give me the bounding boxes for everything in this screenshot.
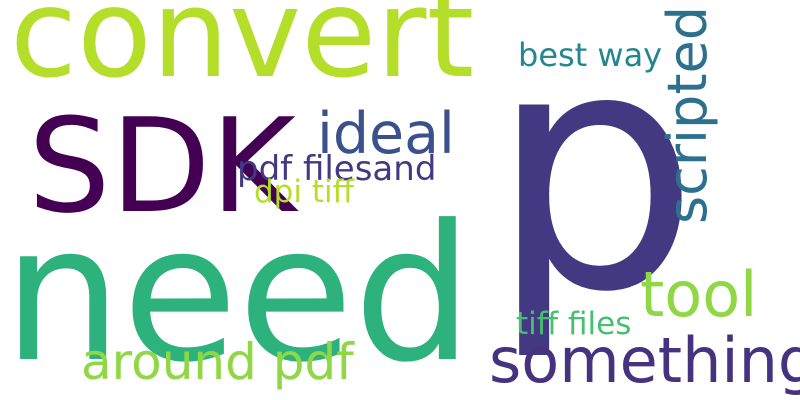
word-p: p — [489, 0, 700, 365]
word-pdf-filesand: pdf filesand — [237, 149, 437, 189]
word-dpi-tiff: dpi tiff — [254, 174, 354, 210]
word-convert: convert — [10, 0, 475, 105]
word-sdk: SDK — [28, 90, 296, 242]
word-tiff-files: tiff files — [516, 306, 632, 342]
word-need: need — [3, 185, 473, 400]
word-something: something — [489, 324, 800, 397]
word-tool: tool — [640, 258, 758, 331]
word-scripted: scripted — [656, 6, 719, 224]
word-best-way: best way — [518, 36, 663, 74]
word-ideal: ideal — [317, 101, 455, 167]
word-around-pdf: around pdf — [81, 333, 354, 391]
